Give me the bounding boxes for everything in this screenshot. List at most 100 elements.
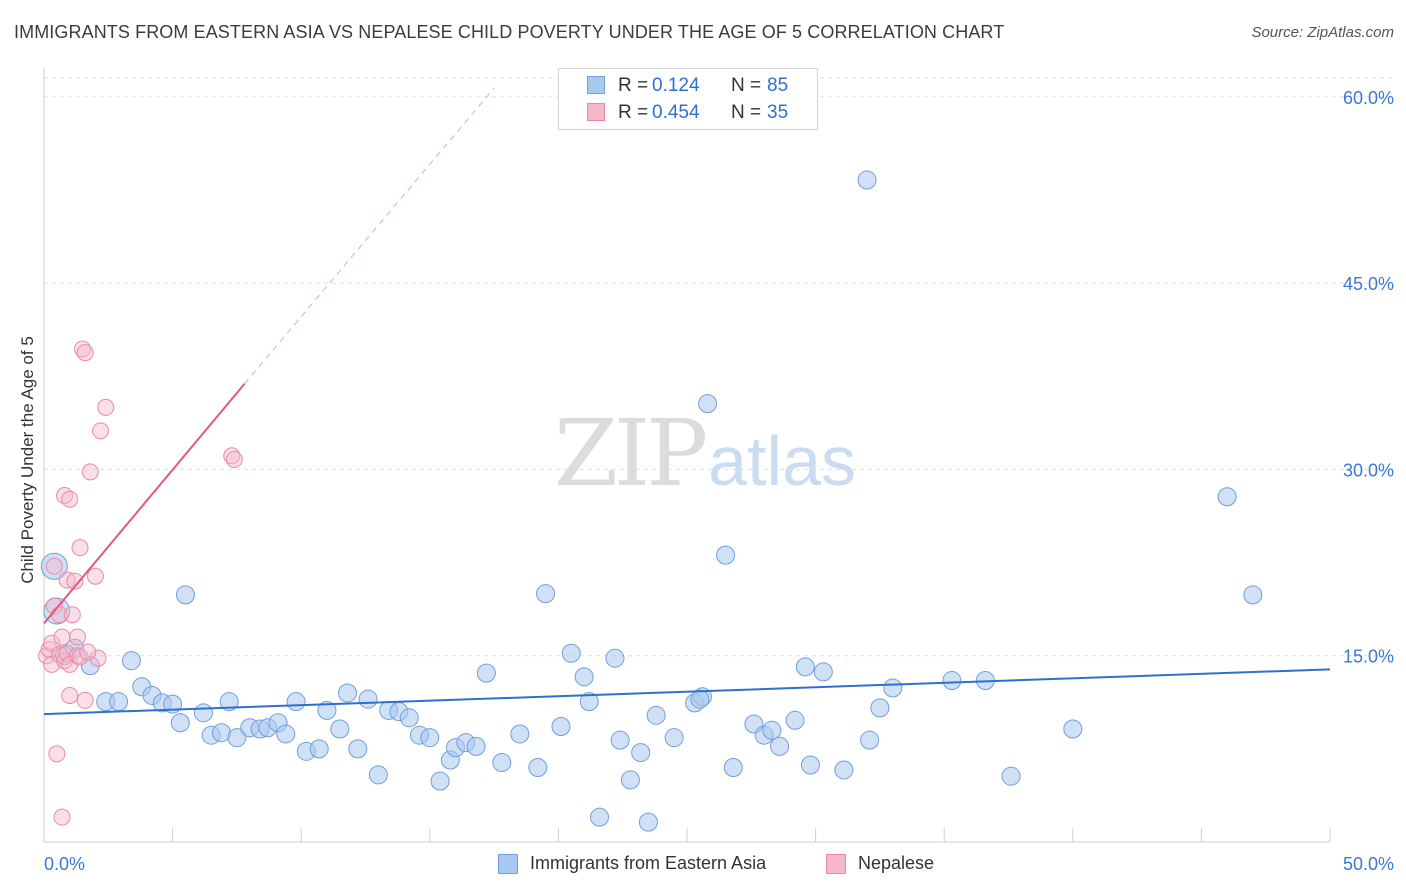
eastern-asia-point — [466, 736, 486, 756]
eastern-asia-point — [40, 552, 68, 580]
eastern-asia-point — [528, 757, 548, 777]
eastern-asia-point — [109, 692, 129, 712]
nepalese-point — [97, 398, 115, 416]
eastern-asia-point — [1217, 487, 1237, 507]
eastern-asia-point — [785, 710, 805, 730]
eastern-asia-point — [536, 584, 556, 604]
nepalese-point — [45, 597, 63, 615]
eastern-asia-point — [175, 585, 195, 605]
eastern-asia-point — [1243, 585, 1263, 605]
n-label: N = — [731, 75, 762, 96]
n-value: 35 — [767, 102, 789, 123]
eastern-asia-point — [795, 657, 815, 677]
r-value: 0.124 — [652, 75, 700, 96]
eastern-asia-point — [664, 728, 684, 748]
nepalese-trend-extension — [244, 87, 495, 385]
nepalese-point — [225, 450, 243, 468]
nepalese-point — [89, 649, 107, 667]
nepalese-point — [92, 422, 110, 440]
eastern-asia-point — [337, 683, 357, 703]
grid-lines — [44, 77, 1394, 657]
series-nepalese-points — [38, 340, 243, 826]
r-label: R = — [618, 102, 649, 123]
eastern-asia-point — [227, 728, 247, 748]
nepalese-point — [45, 557, 63, 575]
eastern-asia-point — [574, 667, 594, 687]
eastern-asia-legend-swatch — [498, 854, 518, 874]
nepalese-point — [61, 490, 79, 508]
eastern-asia-point — [561, 643, 581, 663]
eastern-asia-point — [420, 728, 440, 748]
eastern-asia-point — [800, 755, 820, 775]
nepalese-point — [66, 572, 84, 590]
eastern-asia-point — [317, 700, 337, 720]
eastern-asia-point — [620, 770, 640, 790]
eastern-asia-point — [646, 705, 666, 725]
eastern-asia-point — [716, 545, 736, 565]
eastern-asia-point — [813, 662, 833, 682]
stats-legend: R = 0.124 N = 85 R = 0.454 N = 35 — [558, 68, 818, 130]
eastern-asia-point — [492, 753, 512, 773]
eastern-asia-point — [1001, 766, 1021, 786]
nepalese-swatch — [587, 103, 605, 121]
eastern-asia-point — [942, 671, 962, 691]
eastern-asia-swatch — [587, 76, 605, 94]
eastern-asia-point — [690, 689, 710, 709]
eastern-asia-point — [330, 719, 350, 739]
eastern-asia-point — [698, 394, 718, 414]
nepalese-point — [76, 691, 94, 709]
eastern-asia-point — [286, 692, 306, 712]
series-legend: Immigrants from Eastern Asia Nepalese — [0, 852, 1406, 878]
eastern-asia-point — [834, 760, 854, 780]
nepalese-point — [61, 686, 79, 704]
eastern-asia-point — [551, 717, 571, 736]
nepalese-point — [63, 606, 81, 624]
axes — [43, 68, 1331, 843]
y-tick-label: 30.0% — [1343, 460, 1394, 480]
eastern-asia-point — [358, 689, 378, 709]
eastern-asia-point — [638, 812, 658, 832]
eastern-asia-point — [857, 170, 877, 190]
eastern-asia-point — [276, 724, 296, 744]
legend-label: Nepalese — [858, 853, 935, 873]
n-label: N = — [731, 102, 762, 123]
chart-title: IMMIGRANTS FROM EASTERN ASIA VS NEPALESE… — [14, 22, 1005, 42]
nepalese-point — [68, 628, 86, 646]
eastern-asia-point — [860, 730, 880, 750]
eastern-asia-point — [605, 648, 625, 668]
x-tick-label: 0.0% — [44, 854, 85, 874]
nepalese-point — [81, 463, 99, 481]
nepalese-point — [53, 808, 71, 826]
nepalese-point — [76, 344, 94, 362]
eastern-asia-point — [121, 651, 141, 671]
n-value: 85 — [767, 75, 789, 96]
nepalese-legend-swatch — [826, 854, 846, 874]
x-tick-label: 50.0% — [1343, 854, 1394, 874]
nepalese-point — [48, 745, 66, 763]
eastern-asia-point — [723, 757, 743, 777]
eastern-asia-point — [631, 743, 651, 763]
eastern-asia-point — [399, 708, 419, 728]
eastern-asia-point — [309, 739, 329, 759]
eastern-asia-point — [870, 698, 890, 718]
eastern-asia-point — [219, 692, 239, 712]
eastern-asia-point — [510, 724, 530, 744]
source-label: Source: ZipAtlas.com — [1251, 24, 1394, 41]
legend-label: Immigrants from Eastern Asia — [530, 853, 767, 873]
y-tick-label: 45.0% — [1343, 274, 1394, 294]
tick-labels: 15.0% 30.0% 45.0% 60.0% 0.0% 50.0% — [44, 88, 1394, 874]
eastern-asia-point — [770, 736, 790, 756]
eastern-asia-point — [883, 678, 903, 698]
nepalese-point — [71, 539, 89, 557]
r-label: R = — [618, 75, 649, 96]
nepalese-point — [86, 567, 104, 585]
eastern-asia-point — [348, 739, 368, 759]
nepalese-trend-line — [43, 383, 246, 625]
eastern-asia-point — [476, 663, 496, 683]
eastern-asia-point — [170, 713, 190, 733]
y-tick-label: 15.0% — [1343, 647, 1394, 667]
nepalese-point — [58, 644, 76, 662]
eastern-asia-point — [579, 692, 599, 712]
eastern-asia-point — [762, 720, 782, 740]
